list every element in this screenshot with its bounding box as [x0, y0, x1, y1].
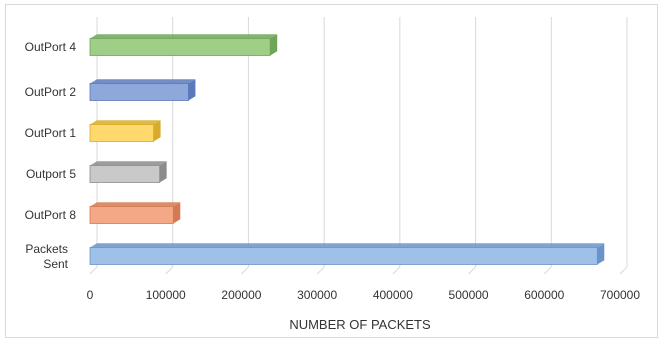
bar-top-face [90, 243, 605, 248]
gridline-floor [468, 266, 476, 275]
x-tick-label: 500000 [449, 288, 489, 302]
bar-top-face [90, 79, 196, 84]
bar-side-face [188, 79, 196, 101]
bar-top-face [90, 161, 167, 166]
x-tick-labels: 0 100000 200000 300000 400000 500000 600000 700… [87, 288, 641, 302]
category-label: Sent [43, 257, 68, 271]
x-tick-label: 0 [87, 288, 94, 302]
bar-side-face [270, 34, 278, 56]
x-tick-label: 300000 [297, 288, 337, 302]
category-label: Outport 5 [26, 167, 76, 181]
bar-chart: OutPort 4 OutPort 2 OutPort 1 Outport 5 OutP… [25, 17, 641, 332]
bar-front-face [89, 83, 189, 101]
bar [89, 34, 278, 56]
x-tick-label: 700000 [600, 288, 640, 302]
bars [89, 34, 605, 265]
bar-top-face [90, 120, 161, 125]
bar [89, 79, 196, 101]
bar-top-face [90, 34, 278, 39]
bar-side-face [597, 243, 605, 265]
bar-side-face [159, 161, 167, 183]
bar-front-face [89, 165, 161, 183]
bar-front-face [89, 247, 598, 265]
bar [89, 120, 161, 142]
bar-front-face [89, 38, 271, 56]
category-labels: OutPort 4 OutPort 2 OutPort 1 Outport 5 OutP… [25, 40, 77, 271]
bar [89, 161, 167, 183]
gridline-floor [543, 266, 552, 275]
gridline-floor [165, 266, 174, 275]
bar [89, 202, 181, 224]
category-label: OutPort 2 [25, 85, 77, 99]
bar-front-face [89, 124, 154, 142]
x-tick-label: 400000 [373, 288, 413, 302]
category-label: OutPort 4 [25, 40, 77, 54]
chart-frame: OutPort 4 OutPort 2 OutPort 1 Outport 5 OutP… [5, 4, 658, 338]
category-label: OutPort 8 [25, 208, 77, 222]
gridline-floor [392, 266, 401, 275]
bar-side-face [153, 120, 161, 142]
category-label: OutPort 1 [25, 126, 77, 140]
gridline-floor [89, 266, 98, 275]
bar-side-face [173, 202, 181, 224]
x-tick-label: 100000 [146, 288, 186, 302]
bar-front-face [89, 206, 174, 224]
bar-top-face [90, 202, 181, 207]
gridline-floor [619, 266, 628, 275]
x-tick-label: 600000 [524, 288, 564, 302]
gridline-floor [316, 266, 325, 275]
x-tick-label: 200000 [221, 288, 261, 302]
category-label: Packets [25, 242, 68, 256]
x-axis-title: NUMBER OF PACKETS [289, 317, 431, 332]
bar [89, 243, 605, 265]
gridline-floor [241, 266, 249, 275]
grid-lines [89, 17, 628, 275]
